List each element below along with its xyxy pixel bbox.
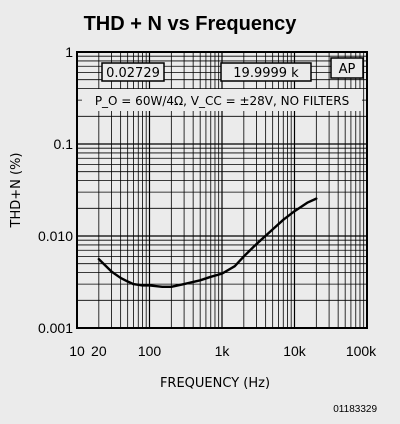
- series-layer: [97, 197, 318, 289]
- x-tick-label: 20: [91, 343, 107, 359]
- y-tick-label: 0.010: [38, 228, 73, 244]
- conditions-text: P_O = 60W/4Ω, V_CC = ±28V, NO FILTERS: [95, 94, 349, 108]
- figure-id: 01183329: [333, 404, 377, 415]
- conditions-group: P_O = 60W/4Ω, V_CC = ±28V, NO FILTERS: [82, 89, 362, 111]
- chart-title: THD + N vs Frequency: [84, 13, 298, 35]
- ap-logo-box: [330, 57, 364, 79]
- ap-logo: AP: [339, 62, 356, 77]
- readout-1-text: 0.02729: [106, 66, 160, 81]
- readout-1-box: [101, 62, 165, 82]
- y-tick-label: 1: [65, 44, 73, 60]
- y-tick-label: 0.001: [38, 320, 73, 336]
- readout-2-box: [220, 62, 312, 82]
- y-axis-label: THD+N (%): [9, 153, 24, 229]
- series-line-0: [97, 197, 318, 289]
- x-tick-label: 10k: [283, 343, 307, 359]
- x-tick-labels: 10 20 100 1k 10k 100k: [69, 343, 377, 359]
- x-tick-label: 100k: [346, 343, 377, 359]
- x-tick-label: 100: [138, 343, 162, 359]
- conditions-background: [82, 89, 362, 111]
- x-tick-label: 10: [69, 343, 85, 359]
- x-axis-label: FREQUENCY (Hz): [160, 376, 270, 391]
- plot-border: [76, 51, 368, 329]
- y-tick-label: 0.1: [54, 136, 74, 152]
- readout-2-text: 19.9999 k: [233, 66, 299, 81]
- readout-group: 0.02729 19.9999 k AP: [101, 57, 364, 82]
- x-tick-label: 1k: [215, 343, 231, 359]
- y-tick-labels: 0.001 0.010 0.1 1: [38, 44, 73, 336]
